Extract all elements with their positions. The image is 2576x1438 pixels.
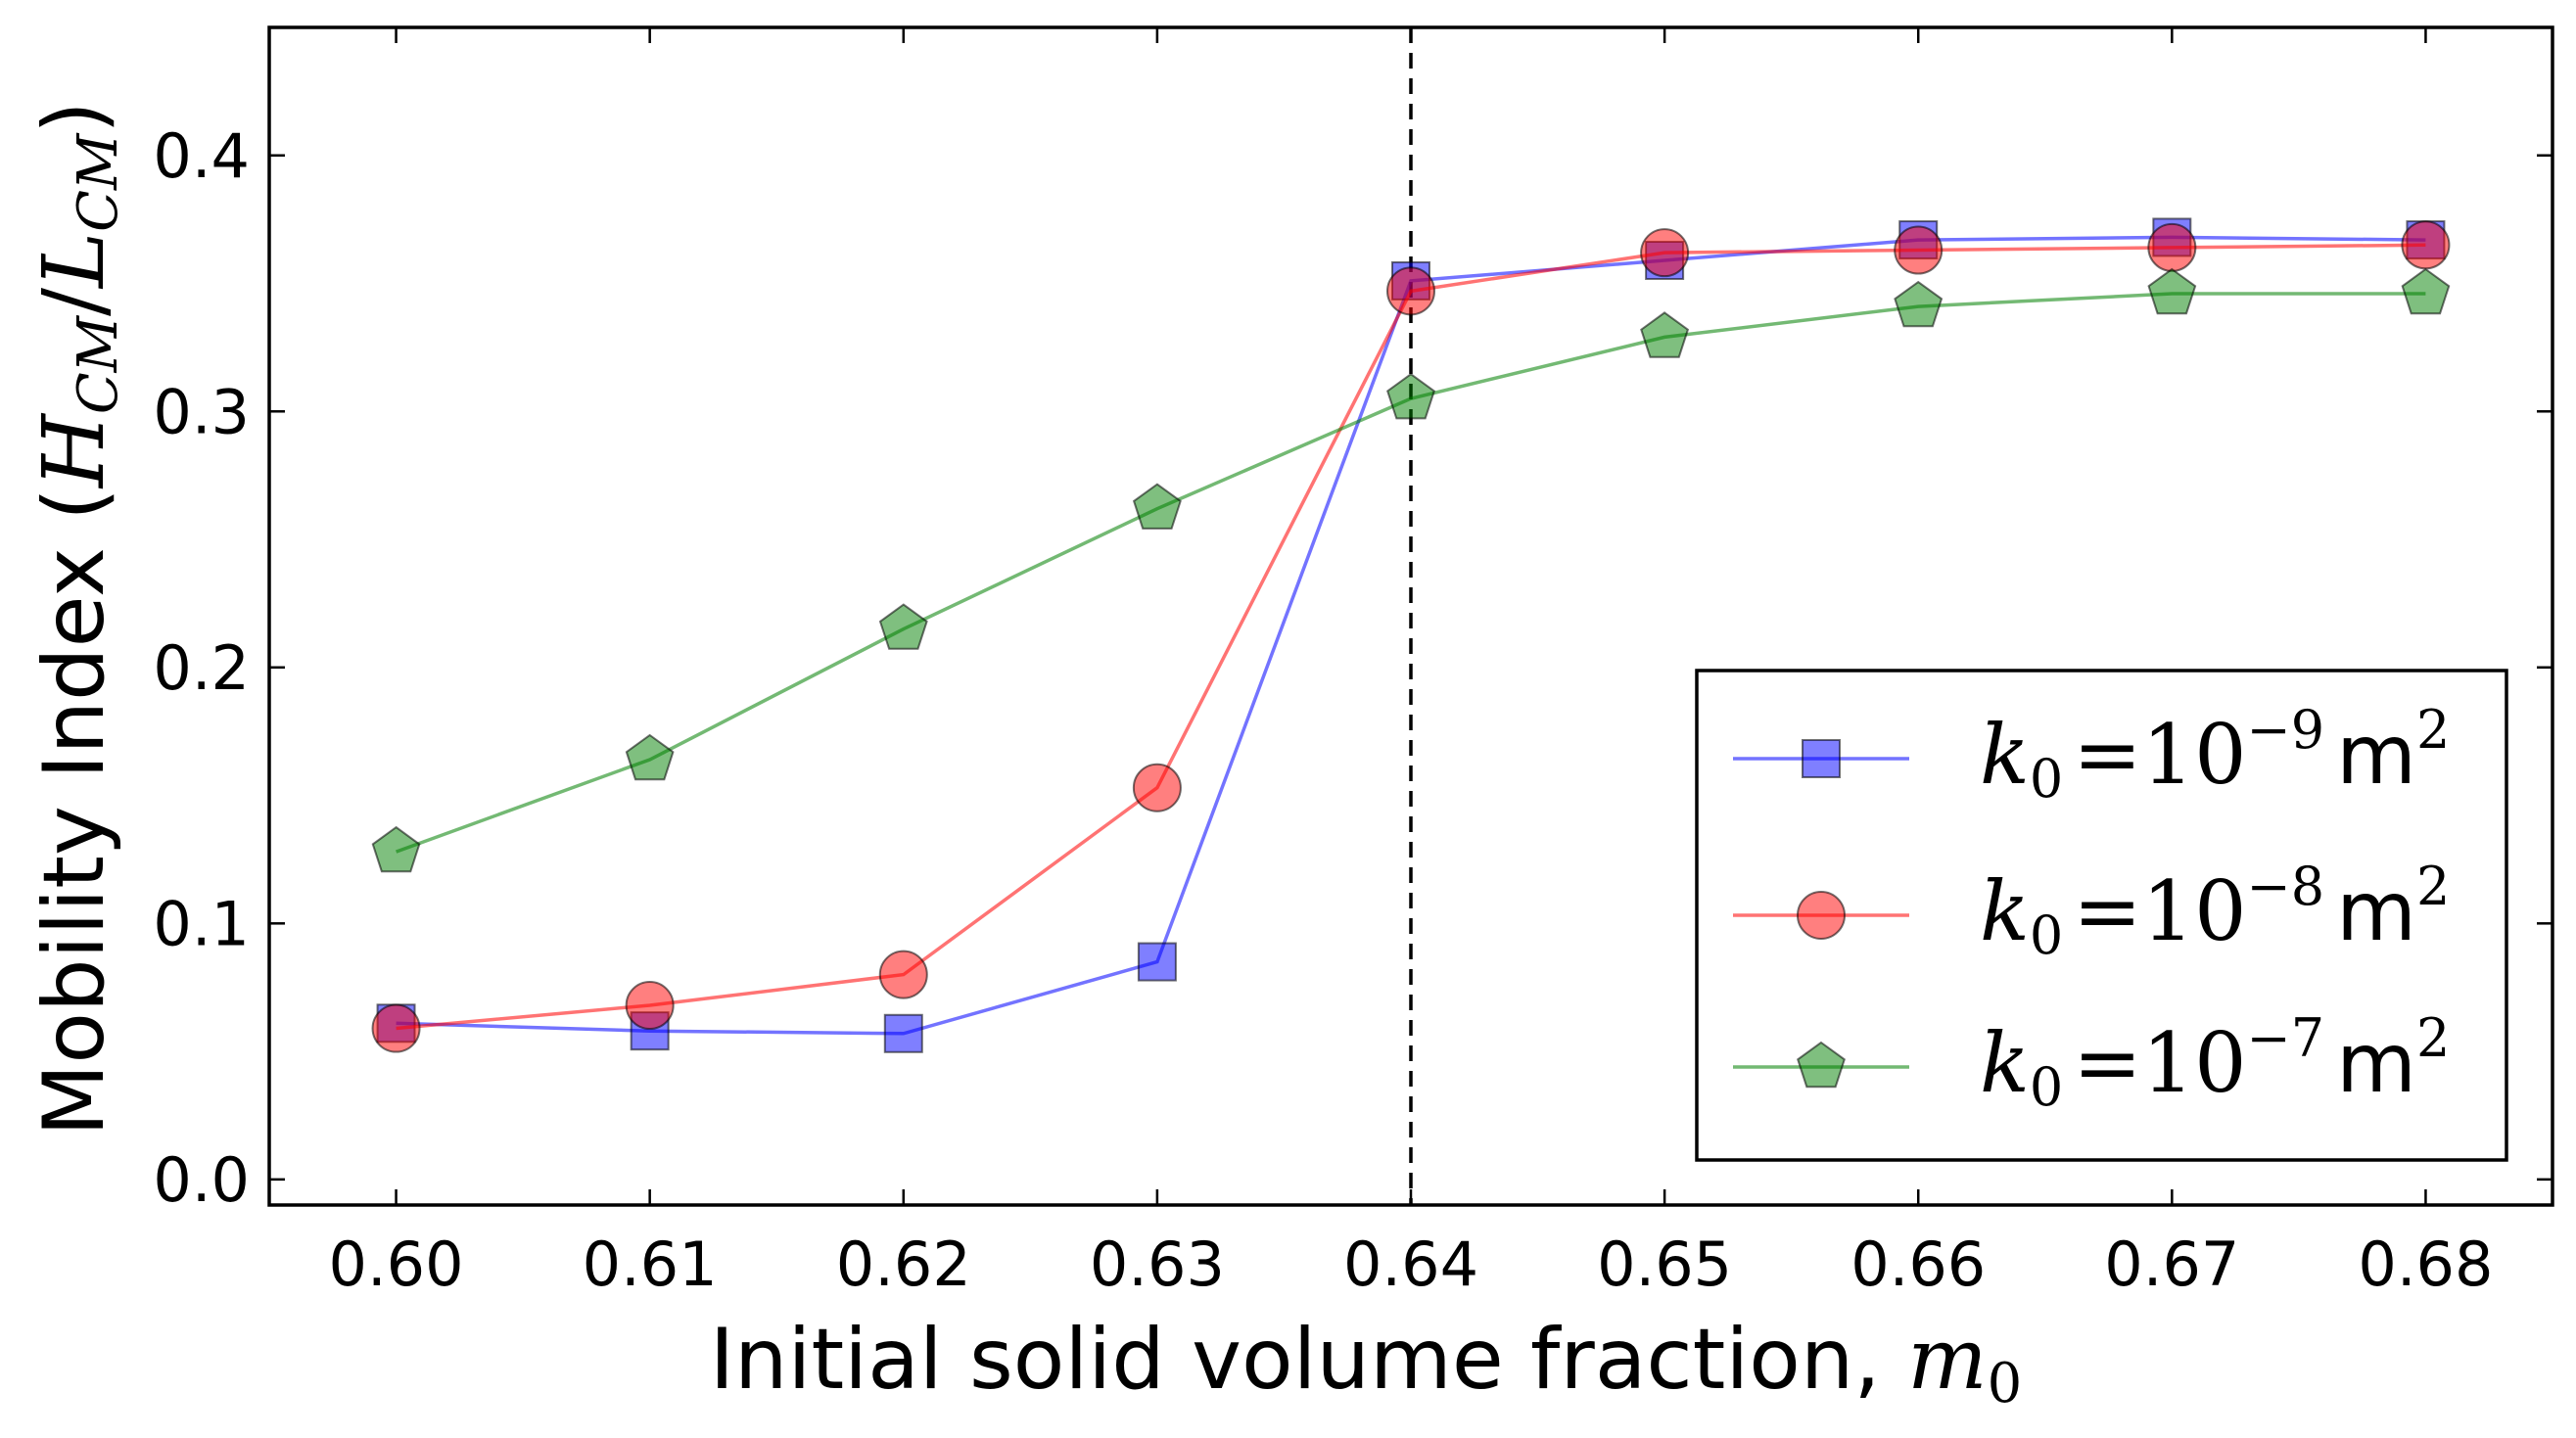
data-point-circle (2401, 220, 2451, 270)
legend-label-k8-unit: m (2336, 863, 2416, 959)
legend-label-k9: k0 =10−9 m2 (1980, 699, 2450, 810)
data-point-square (883, 1013, 923, 1053)
legend-marker-circle (1797, 891, 1846, 940)
y-axis-label-text: Mobility Index ( (25, 487, 123, 1136)
data-point-pentagon (1386, 372, 1435, 420)
x-axis-label: Initial solid volume fraction, m0 (710, 1311, 2023, 1415)
y-tick-label: 0.2 (153, 632, 250, 704)
legend-label-k9-k: k (1980, 707, 2030, 803)
x-tick-label: 0.67 (2104, 1229, 2239, 1300)
tick-layer: 0.60 0.61 0.62 0.63 0.64 0.65 0.66 0.67 0.68 0.0 0… (153, 27, 2553, 1300)
legend-label-k8: k0 =10−8 m2 (1980, 856, 2450, 966)
data-point-circle (1386, 266, 1435, 316)
legend-label-k7-exp: −7 (2247, 1007, 2325, 1069)
x-tick-label: 0.60 (329, 1229, 464, 1300)
legend-label-k7-sub: 0 (2030, 1056, 2063, 1118)
x-tick-label: 0.68 (2358, 1229, 2493, 1300)
y-axis-label-L-sub: CM (67, 132, 130, 232)
data-point-circle (1640, 228, 1690, 278)
x-axis-label-math-sub: 0 (1988, 1352, 2023, 1415)
legend-label-k9-eq: =10 (2073, 707, 2246, 803)
data-point-circle (1132, 763, 1182, 812)
legend-marker-pentagon (1797, 1041, 1846, 1089)
data-point-circle (371, 1003, 421, 1053)
legend-label-k7-k: k (1980, 1015, 2030, 1111)
y-axis-label-L: L (25, 232, 123, 290)
legend-label-k9-exp: −9 (2247, 699, 2325, 761)
legend-label-k7: k0 =10−7 m2 (1980, 1007, 2450, 1118)
series-pentagon (371, 267, 2451, 873)
data-point-pentagon (1640, 311, 1690, 358)
data-point-square (1137, 942, 1177, 982)
y-axis-label: Mobility Index (HCM/LCM) (25, 101, 130, 1136)
data-point-pentagon (1132, 483, 1182, 530)
x-tick-label: 0.66 (1850, 1229, 1986, 1300)
y-tick-label: 0.1 (153, 888, 250, 959)
series-layer (371, 217, 2451, 1053)
x-tick-label: 0.63 (1090, 1229, 1225, 1300)
data-point-pentagon (371, 825, 421, 873)
data-point-pentagon (2401, 267, 2451, 315)
y-tick-label: 0.3 (153, 376, 250, 447)
series-circle (371, 220, 2451, 1053)
legend-marker-square (1802, 739, 1841, 778)
x-axis-label-text: Initial solid volume fraction, (710, 1311, 1907, 1409)
x-tick-label: 0.62 (836, 1229, 971, 1300)
data-point-circle (625, 981, 675, 1031)
legend-label-k8-k: k (1980, 863, 2030, 959)
y-tick-label: 0.4 (153, 120, 250, 192)
legend-label-k7-eq: =10 (2073, 1015, 2246, 1111)
legend-label-k7-unit-exp: 2 (2416, 1007, 2450, 1069)
data-point-circle (878, 950, 928, 999)
legend-label-k9-unit: m (2336, 707, 2416, 803)
y-axis-label-H-sub: CM (67, 314, 130, 414)
data-point-circle (1894, 225, 1944, 275)
legend-label-k8-exp: −8 (2247, 856, 2325, 917)
data-point-pentagon (625, 733, 675, 781)
y-axis-label-slash: / (25, 288, 123, 316)
y-tick-label: 0.0 (153, 1144, 250, 1216)
data-point-circle (2147, 222, 2197, 272)
legend-label-k8-sub: 0 (2030, 905, 2063, 966)
y-axis-label-H: H (25, 412, 123, 489)
x-tick-label: 0.65 (1597, 1229, 1732, 1300)
legend-label-k8-eq: =10 (2073, 863, 2246, 959)
y-axis-label-close: ) (25, 101, 123, 134)
x-tick-label: 0.61 (583, 1229, 718, 1300)
data-point-pentagon (2147, 267, 2197, 315)
legend: k0 =10−9 m2 k0 =10−8 m2 k0 =10−7 m2 (1695, 669, 2508, 1162)
x-axis-label-math: m (1907, 1311, 1988, 1409)
data-point-pentagon (1894, 280, 1944, 328)
x-tick-label: 0.64 (1343, 1229, 1478, 1300)
legend-label-k9-unit-exp: 2 (2416, 699, 2450, 761)
legend-label-k8-unit-exp: 2 (2416, 856, 2450, 917)
legend-entries (1733, 739, 1909, 1089)
legend-label-k7-unit: m (2336, 1015, 2416, 1111)
legend-label-k9-sub: 0 (2030, 748, 2063, 810)
data-point-pentagon (878, 603, 928, 650)
